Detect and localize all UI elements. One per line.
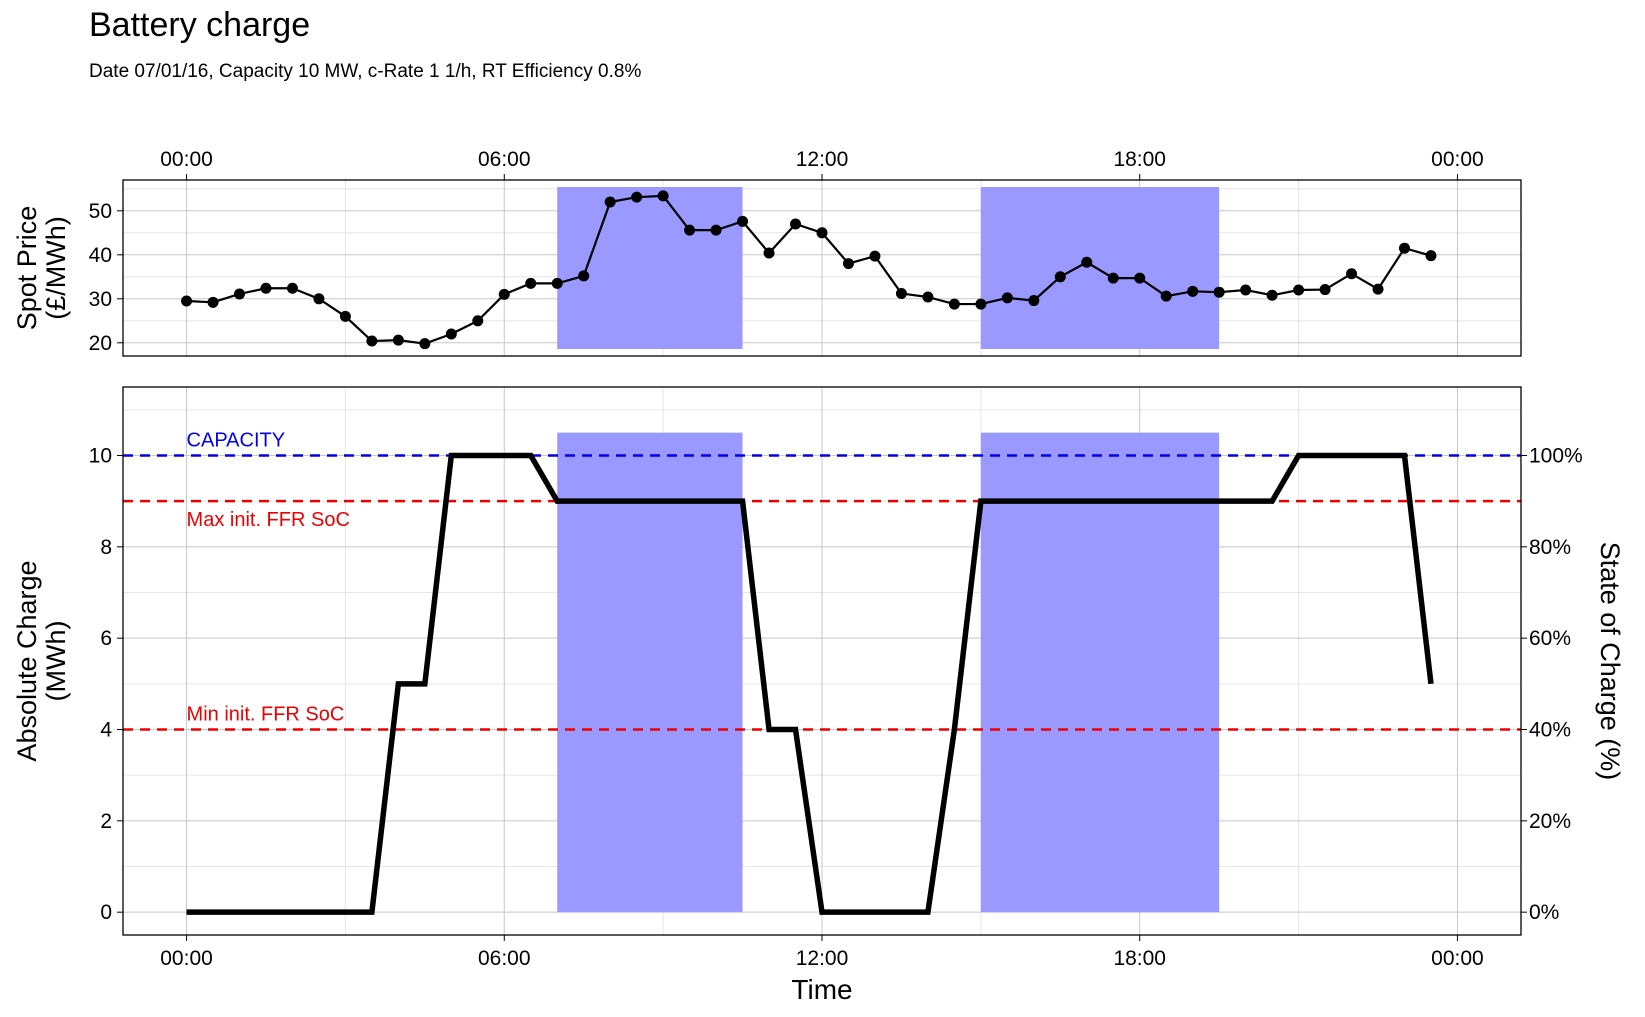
data-point — [419, 338, 431, 350]
data-point — [1160, 290, 1172, 302]
data-point — [392, 334, 404, 346]
data-point — [790, 218, 802, 230]
data-point — [339, 310, 351, 322]
data-point — [234, 288, 245, 300]
y-tick-label: 0 — [100, 901, 112, 924]
y2-tick-label: 0% — [1529, 901, 1559, 924]
y-tick-label: 50 — [89, 200, 112, 223]
data-point — [1028, 295, 1040, 307]
data-point — [1346, 268, 1358, 280]
y-tick-label: 8 — [100, 536, 112, 559]
data-point — [551, 277, 563, 289]
data-point — [631, 191, 643, 203]
chart-title: Battery charge — [89, 6, 310, 44]
y-axis-label-unit: (MWh) — [41, 621, 71, 702]
data-point — [472, 315, 484, 327]
data-point — [578, 270, 590, 282]
series-line — [186, 194, 1432, 345]
x-tick-label: 18:00 — [1113, 947, 1166, 970]
data-point — [1399, 242, 1410, 254]
y2-axis-label: State of Charge (%) — [1595, 542, 1625, 781]
x-tick-label: 00:00 — [1431, 148, 1484, 171]
data-point — [445, 328, 457, 340]
data-point — [286, 282, 298, 294]
y-axis-label-unit: (£/MWh) — [41, 216, 71, 320]
data-point — [1187, 285, 1199, 297]
data-point — [763, 247, 775, 259]
reference-line-label: Min init. FFR SoC — [187, 704, 345, 726]
data-point — [684, 224, 696, 236]
y-tick-label: 40 — [89, 244, 112, 267]
y-tick-label: 20 — [89, 332, 112, 355]
data-point — [498, 288, 510, 300]
y-tick-label: 10 — [89, 445, 112, 468]
data-point — [710, 224, 722, 236]
data-point — [948, 298, 960, 310]
data-point — [1240, 284, 1252, 296]
data-point — [1213, 286, 1225, 298]
data-point — [181, 295, 193, 307]
data-point — [816, 227, 828, 239]
data-point — [737, 215, 749, 227]
series-line — [186, 452, 1434, 915]
y-axis-label: Absolute Charge — [12, 560, 42, 761]
data-point — [525, 277, 537, 289]
x-tick-label: 00:00 — [160, 947, 213, 970]
reference-line-label: Max init. FFR SoC — [187, 509, 350, 531]
data-point — [1266, 289, 1278, 301]
x-tick-label: 12:00 — [796, 148, 849, 171]
data-point — [922, 291, 934, 303]
y-tick-label: 2 — [100, 810, 112, 833]
x-tick-label: 00:00 — [1431, 947, 1484, 970]
shaded-period — [980, 432, 1220, 913]
y2-tick-label: 80% — [1529, 536, 1571, 559]
y-axis-label: Spot Price — [12, 206, 42, 331]
data-point — [869, 250, 881, 262]
shaded-period — [557, 432, 743, 913]
data-point — [1107, 272, 1119, 284]
x-tick-label: 00:00 — [160, 148, 213, 171]
shaded-period — [557, 187, 743, 349]
y2-tick-label: 100% — [1529, 445, 1583, 468]
spot-price-panel: 00:00 06:00 12:00 18:00 00:00 20 30 40 50 Spot Pr… — [12, 148, 1522, 357]
data-point — [207, 296, 219, 308]
data-point — [657, 190, 669, 202]
y-tick-label: 30 — [89, 288, 112, 311]
x-tick-label: 06:00 — [478, 148, 531, 171]
shaded-period — [980, 187, 1220, 349]
data-point — [1134, 272, 1146, 284]
x-tick-label: 18:00 — [1113, 148, 1166, 171]
x-tick-label: 12:00 — [796, 947, 849, 970]
data-point — [1054, 271, 1066, 283]
chart-subtitle: Date 07/01/16, Capacity 10 MW, c-Rate 1 … — [89, 61, 641, 82]
data-point — [1293, 284, 1305, 296]
data-point — [313, 293, 325, 305]
data-point — [1425, 250, 1437, 262]
reference-line-label: CAPACITY — [187, 430, 286, 452]
data-point — [1081, 256, 1093, 268]
x-axis-label: Time — [791, 974, 852, 1005]
data-point — [842, 258, 854, 270]
data-point — [1319, 284, 1331, 296]
data-point — [975, 298, 987, 310]
data-point — [604, 196, 616, 208]
data-point — [1372, 283, 1384, 295]
y-tick-label: 6 — [100, 627, 112, 650]
absolute-charge-panel: CAPACITY Max init. FFR SoC Min init. FFR S… — [12, 386, 1625, 1005]
y2-tick-label: 20% — [1529, 810, 1571, 833]
data-point — [366, 335, 378, 347]
y2-tick-label: 40% — [1529, 719, 1571, 742]
y2-tick-label: 60% — [1529, 627, 1571, 650]
x-tick-label: 06:00 — [478, 947, 531, 970]
data-point — [260, 282, 272, 294]
data-point — [1001, 292, 1013, 304]
y-tick-label: 4 — [100, 719, 112, 742]
data-point — [895, 288, 907, 300]
